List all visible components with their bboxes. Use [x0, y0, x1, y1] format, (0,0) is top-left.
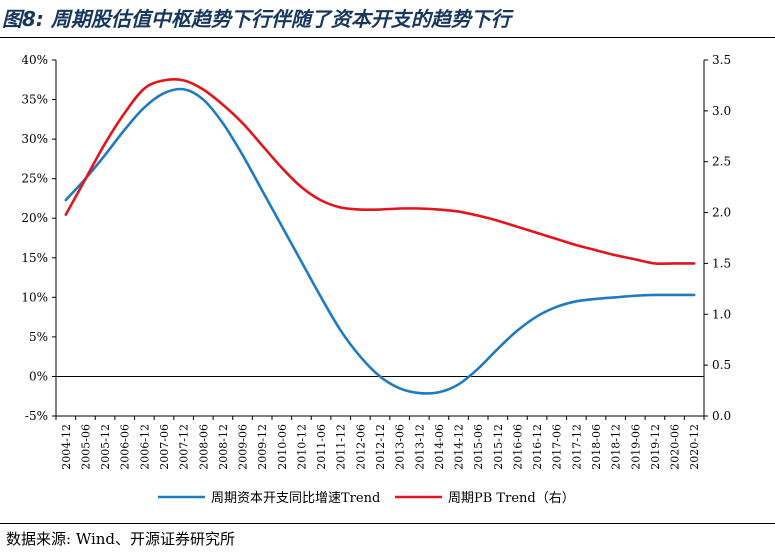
x-axis-tick-label: 2007-06 — [158, 424, 171, 470]
x-axis-tick-label: 2019-12 — [649, 424, 662, 470]
capex-growth-trend-line — [64, 87, 696, 395]
x-axis-tick-label: 2008-06 — [197, 424, 210, 470]
left-axis-tick-label: 30% — [21, 132, 48, 146]
left-axis-tick-label: 10% — [21, 290, 48, 304]
x-axis-tick-label: 2006-12 — [138, 424, 151, 470]
line-chart: -5% 0% 5% 10% 15% 20% 25% 30% 35% 40% 0.0 0.5 1.0 1.5… — [21, 53, 731, 506]
x-axis-tick-label: 2004-12 — [60, 424, 73, 470]
left-axis-tick-label: 25% — [21, 172, 48, 186]
left-axis-tick-label: 20% — [21, 211, 48, 225]
chart-series — [64, 77, 696, 395]
legend-label: 周期资本开支同比增速Trend — [211, 491, 380, 506]
x-axis-tick-label: 2005-12 — [99, 424, 112, 470]
x-axis-tick-label: 2016-12 — [531, 424, 544, 470]
x-axis-tick-label: 2010-06 — [276, 424, 289, 470]
x-axis-tick-label: 2015-06 — [472, 424, 485, 470]
x-axis-tick-label: 2019-06 — [629, 424, 642, 470]
left-axis-tick-label: 0% — [29, 369, 48, 383]
right-axis-tick-label: 0.0 — [712, 409, 731, 423]
x-axis-tick-label: 2011-06 — [315, 424, 328, 470]
x-axis-tick-label: 2014-12 — [453, 424, 466, 470]
pb-trend-line — [64, 77, 696, 266]
x-axis-tick-label: 2013-06 — [394, 424, 407, 470]
source-divider — [0, 523, 775, 524]
x-axis-tick-label: 2014-06 — [433, 424, 446, 470]
left-axis-tick-label: 40% — [21, 53, 48, 67]
x-axis-tick-label: 2012-12 — [374, 424, 387, 470]
right-axis-tick-label: 2.0 — [712, 206, 731, 220]
right-axis-tick-label: 3.0 — [712, 104, 731, 118]
x-axis-tick-label: 2009-06 — [237, 424, 250, 470]
chart-legend: 周期资本开支同比增速Trend 周期PB Trend（右） — [158, 491, 575, 506]
right-axis-tick-label: 2.5 — [712, 155, 731, 169]
x-axis-tick-label: 2005-06 — [79, 424, 92, 470]
x-axis-tick-label: 2013-12 — [413, 424, 426, 470]
left-axis-tick-label: 5% — [29, 330, 48, 344]
x-axis-tick-label: 2006-06 — [119, 424, 132, 470]
title-divider — [0, 37, 775, 38]
x-axis-tick-label: 2009-12 — [256, 424, 269, 470]
figure-title: 图8: 周期股估值中枢趋势下行伴随了资本开支的趋势下行 — [2, 7, 511, 31]
right-axis-tick-label: 0.5 — [712, 358, 731, 372]
left-axis-tick-label: 15% — [21, 251, 48, 265]
x-axis-tick-label: 2016-06 — [511, 424, 524, 470]
source-note: 数据来源: Wind、开源证券研究所 — [6, 530, 236, 548]
right-axis-tick-label: 1.5 — [712, 256, 731, 270]
x-axis-tick-label: 2007-12 — [178, 424, 191, 470]
x-axis-tick-label: 2015-12 — [492, 424, 505, 470]
x-axis-tick-label: 2017-12 — [570, 424, 583, 470]
legend-label: 周期PB Trend（右） — [448, 491, 575, 506]
left-axis-tick-label: 35% — [21, 93, 48, 107]
chart-axes: -5% 0% 5% 10% 15% 20% 25% 30% 35% 40% 0.0 0.5 1.0 1.5… — [21, 53, 731, 470]
x-axis-tick-label: 2011-12 — [335, 424, 348, 470]
right-axis-tick-label: 3.5 — [712, 53, 731, 67]
x-axis-tick-label: 2012-06 — [354, 424, 367, 470]
x-axis-tick-label: 2020-06 — [669, 424, 682, 470]
x-axis-tick-label: 2018-12 — [610, 424, 623, 470]
x-axis-tick-label: 2010-12 — [295, 424, 308, 470]
x-axis-tick-label: 2018-06 — [590, 424, 603, 470]
right-axis-tick-label: 1.0 — [712, 307, 731, 321]
x-axis-tick-label: 2020-12 — [688, 424, 701, 470]
left-axis-tick-label: -5% — [25, 409, 48, 423]
x-axis-tick-label: 2008-12 — [217, 424, 230, 470]
x-axis-tick-label: 2017-06 — [551, 424, 564, 470]
